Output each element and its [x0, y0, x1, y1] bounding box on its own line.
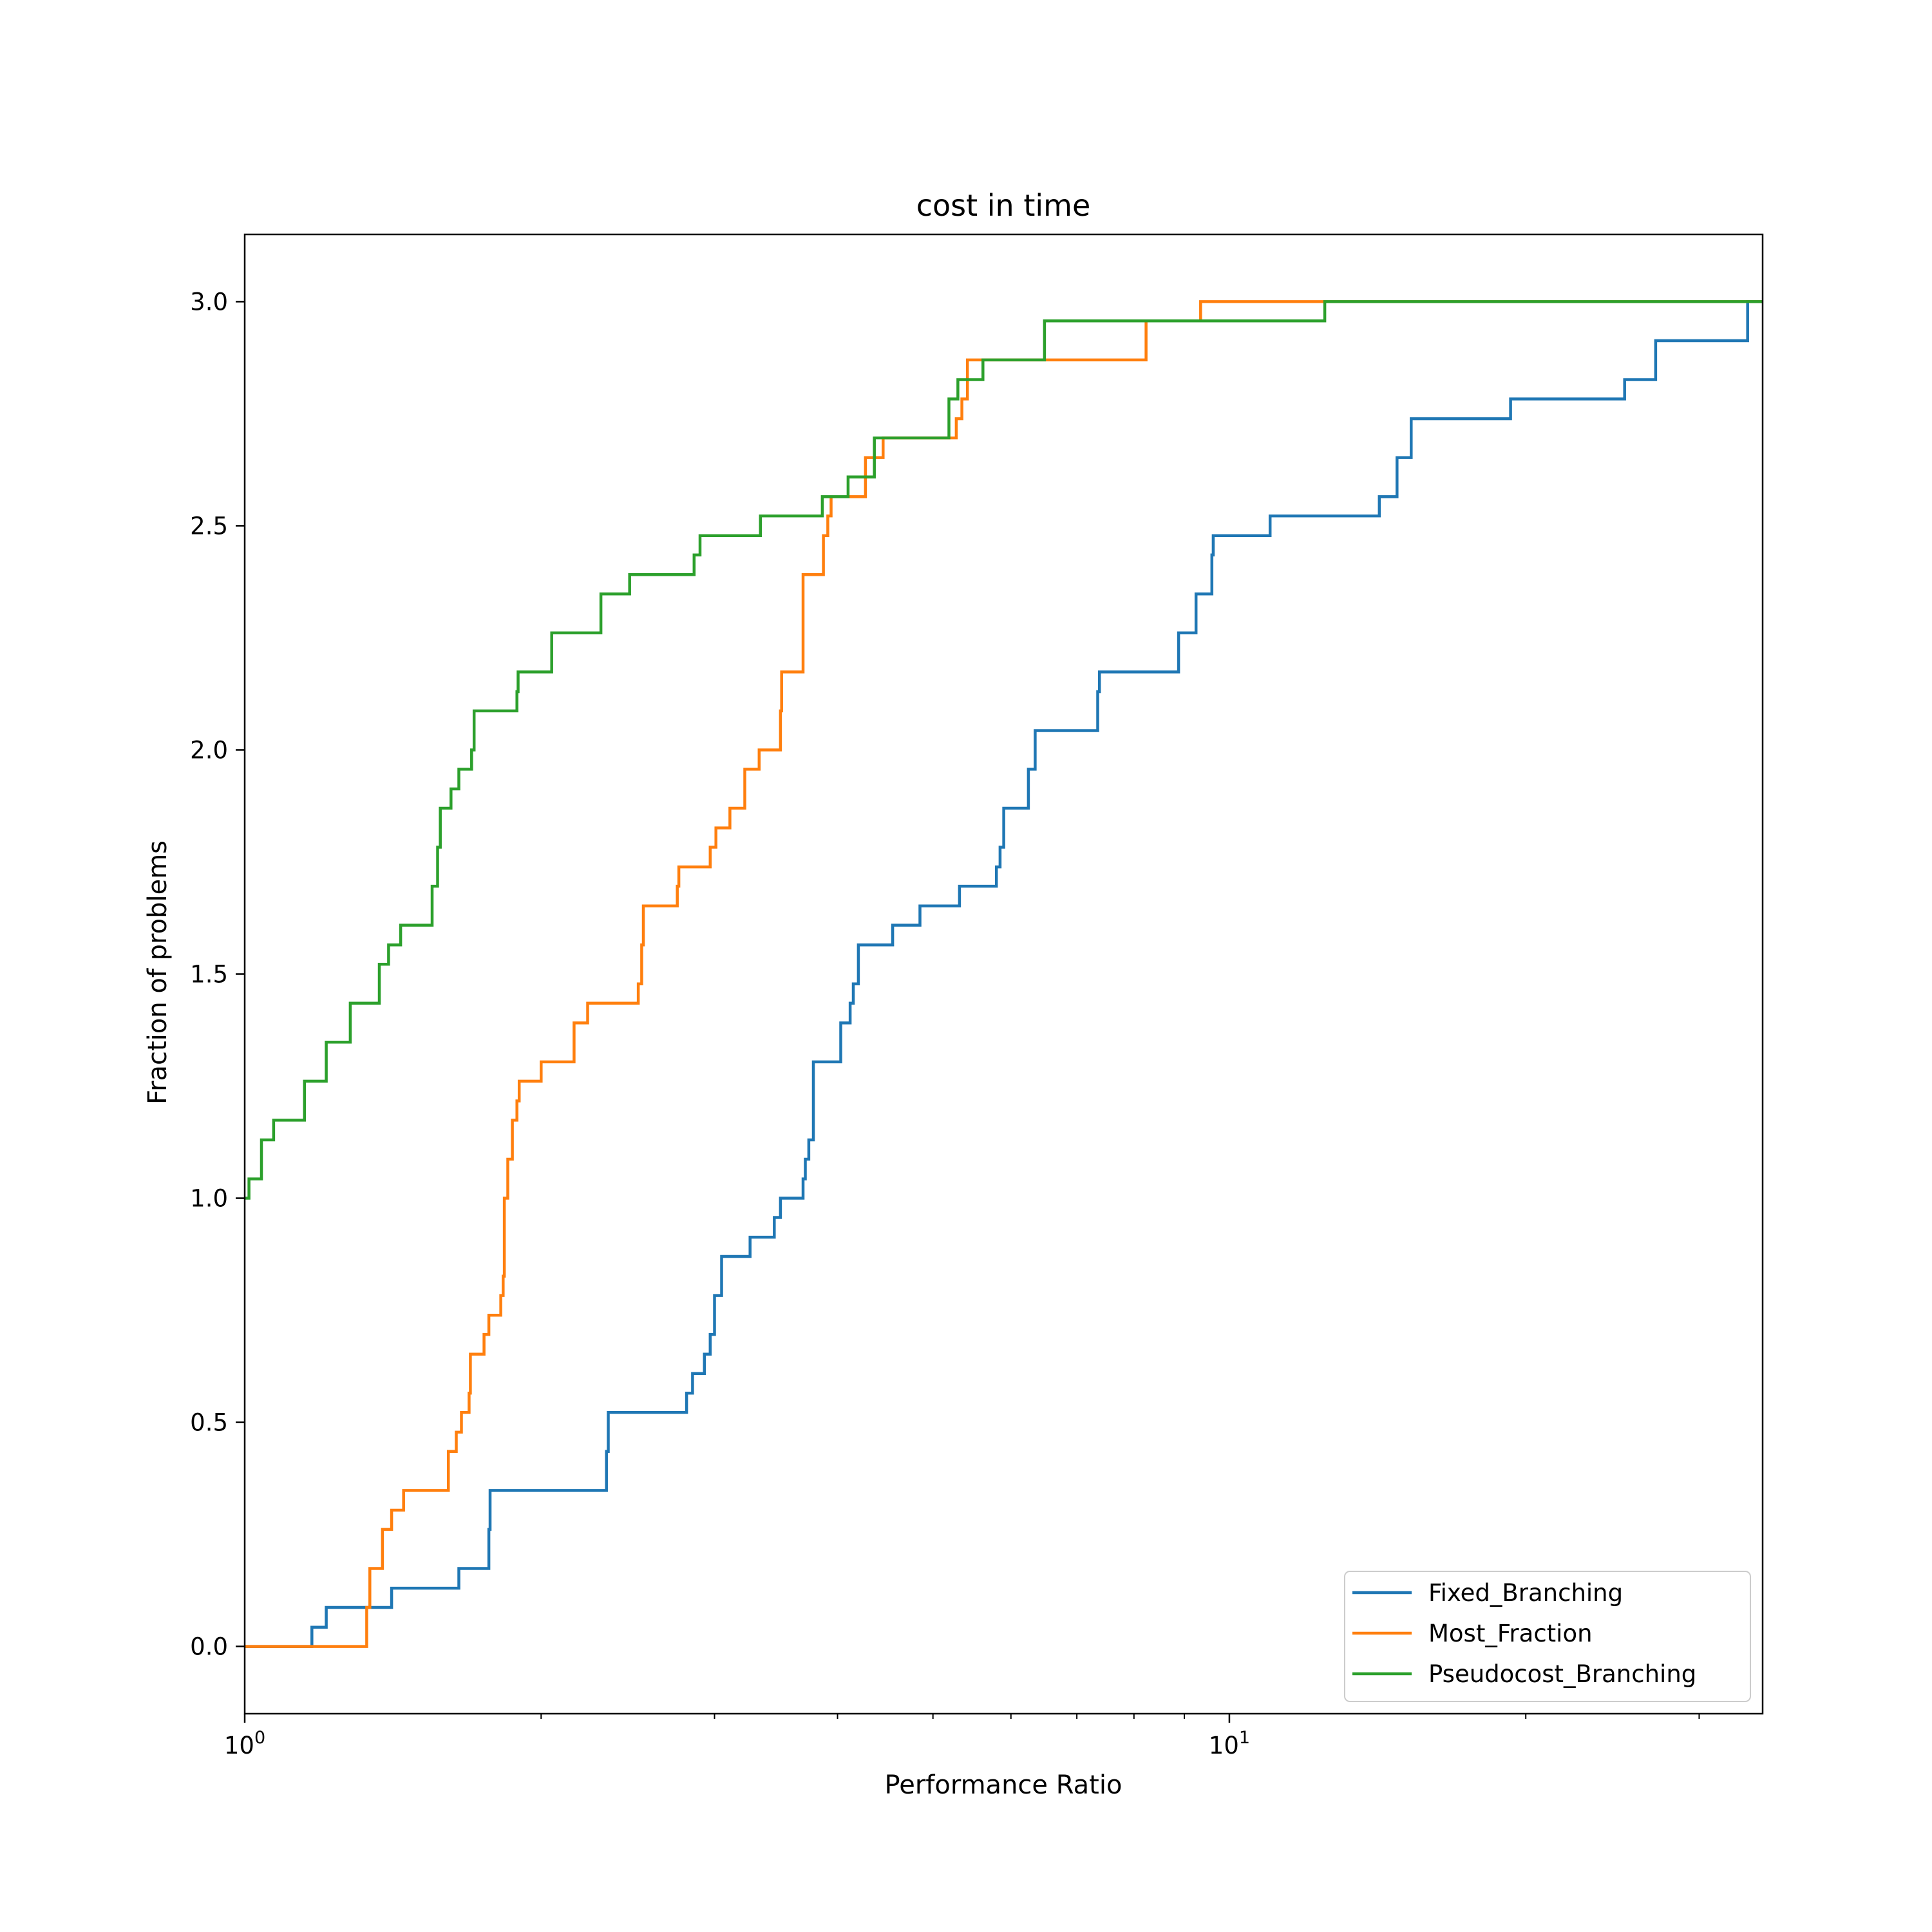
legend-label-3: Pseudocost_Branching: [1428, 1660, 1696, 1688]
legend-box: [1344, 1571, 1751, 1702]
y-tick-label: 0.0: [190, 1633, 228, 1661]
x-tick-label: 101: [1209, 1728, 1250, 1759]
y-tick-label: 3.0: [190, 288, 228, 316]
y-tick-label: 0.5: [190, 1409, 228, 1437]
chart-title: cost in time: [916, 188, 1091, 223]
y-tick-label: 1.0: [190, 1185, 228, 1213]
legend-label-2: Most_Fraction: [1428, 1620, 1593, 1647]
y-tick-label: 2.0: [190, 736, 228, 764]
y-tick-label: 2.5: [190, 512, 228, 540]
series-line-2: [245, 300, 1763, 1648]
series-layer: [245, 300, 1763, 1648]
x-axis-label: Performance Ratio: [885, 1770, 1122, 1800]
series-line-1: [245, 300, 1763, 1648]
tick-layer: 0.0 0.5 1.0 1.5 2.0 2.5 3.0 100 101: [190, 288, 1700, 1759]
plot-frame: [243, 233, 1764, 1715]
legend-label-1: Fixed_Branching: [1428, 1579, 1623, 1607]
legend: Fixed_Branching Most_Fraction Pseudocost_B…: [1344, 1571, 1751, 1702]
series-line-3: [245, 300, 1763, 1200]
y-axis-label: Fraction of problems: [143, 840, 173, 1104]
x-tick-label: 100: [224, 1728, 265, 1759]
y-tick-label: 1.5: [190, 961, 228, 989]
